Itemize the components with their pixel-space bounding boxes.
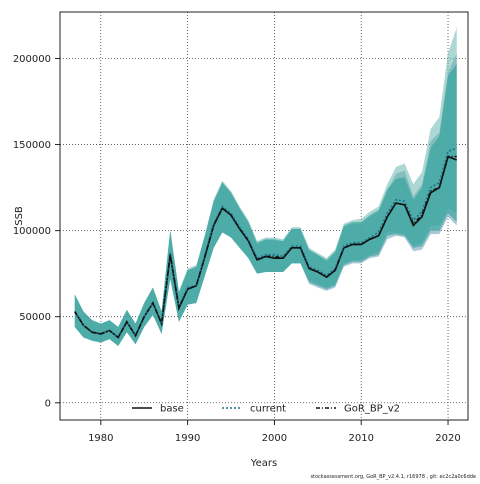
y-axis-label: SSB [14,206,25,226]
y-axis: 0 50000 100000 150000 200000 [13,54,60,409]
x-tick-label: 2010 [348,433,373,444]
footer-note: stockassessment.org, GoR_BP_v2.4.1, r169… [310,474,476,480]
x-axis: 1980 1990 2000 2010 2020 [88,420,461,444]
x-tick-label: 2000 [262,433,287,444]
series-lines [74,147,458,339]
band-gor-bp-v2 [74,63,457,346]
x-tick-label: 1990 [175,433,200,444]
y-tick-label: 0 [45,398,51,409]
y-tick-label: 150000 [13,140,51,151]
x-tick-label: 1980 [88,433,113,444]
y-tick-label: 50000 [19,312,51,323]
legend-label: current [250,404,286,415]
y-tick-label: 200000 [13,54,51,65]
legend-label: GoR_BP_v2 [344,404,400,415]
x-tick-label: 2020 [435,433,460,444]
legend-label: base [160,404,184,415]
x-axis-label: Years [250,458,277,469]
grid-lines [60,12,468,420]
confidence-bands [74,27,457,346]
series-line-current [74,147,458,339]
y-tick-label: 100000 [13,226,51,237]
legend: base current GoR_BP_v2 [132,404,400,415]
plot-frame [59,11,469,421]
